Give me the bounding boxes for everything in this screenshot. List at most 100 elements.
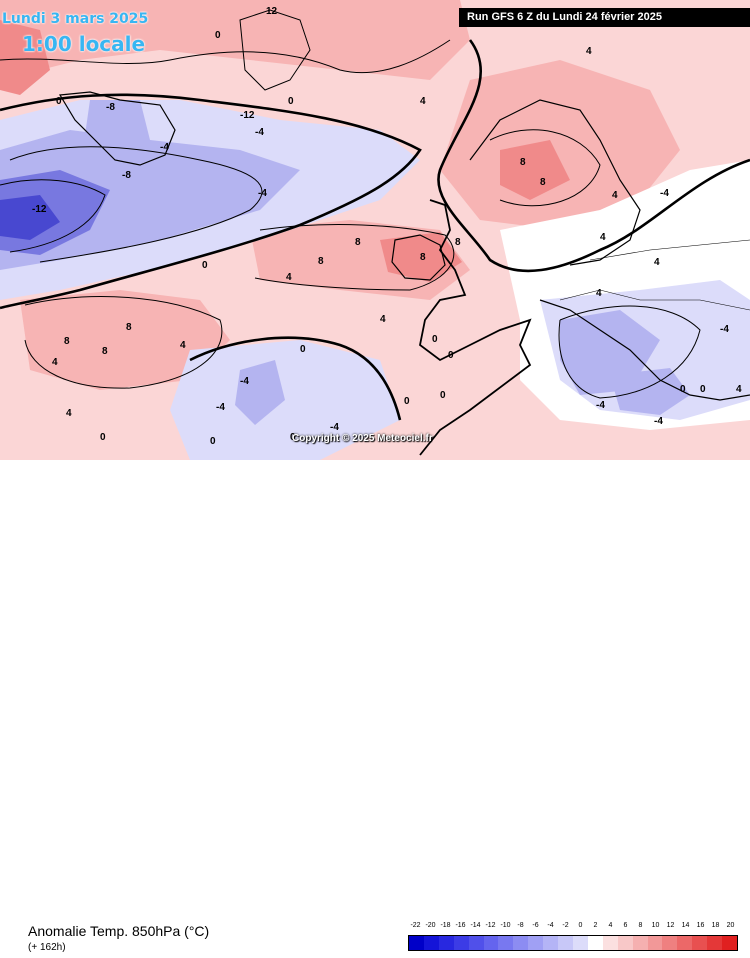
legend-tick-label: -22 [410, 922, 421, 929]
coastline-british-isles [391, 234, 446, 281]
legend-tick-label: 8 [638, 922, 643, 929]
legend-tick-label: 2 [593, 922, 598, 929]
legend-swatch [572, 936, 588, 950]
legend-swatch [483, 936, 499, 950]
contour-label: -4 [255, 127, 264, 138]
border-lines-east [589, 239, 750, 261]
map-footer: Anomalie Temp. 850hPa (°C) (+ 162h) -22-… [0, 460, 750, 953]
legend-tick-label: -6 [532, 922, 539, 929]
coastline-arctic-islands [239, 9, 311, 91]
warm-spot-northwest [0, 20, 50, 95]
legend-swatch [662, 936, 678, 950]
copyright-text: Copyright © 2025 Meteociel.fr [292, 433, 433, 444]
legend-swatch [438, 936, 454, 950]
cold-region-greenland [85, 100, 150, 160]
legend-swatch [587, 936, 603, 950]
legend-swatch [513, 936, 529, 950]
legend-tick-label: 20 [726, 922, 735, 929]
legend-tick-label: 18 [711, 922, 720, 929]
contour-label: -4 [216, 402, 225, 413]
contour-label: 0 [440, 390, 446, 401]
contour-label: 4 [612, 190, 618, 201]
legend-tick-label: -10 [500, 922, 511, 929]
legend-swatch [528, 936, 544, 950]
legend-swatch [409, 936, 424, 950]
contour-label: 0 [700, 384, 706, 395]
contour-label: 4 [380, 314, 386, 325]
warm-spot-uk [380, 232, 462, 282]
warm-region-north [0, 0, 470, 80]
coastline-balkans [539, 299, 750, 401]
contour-label: -4 [660, 188, 669, 199]
contour-label: 0 [404, 396, 410, 407]
warm-region-scandinavia [440, 60, 680, 230]
warm-region-southwest [20, 290, 230, 390]
contour-plus4-southwest [24, 296, 223, 389]
legend-swatch [617, 936, 633, 950]
legend-tick-label: 4 [608, 922, 613, 929]
contour-label: 0 [56, 96, 62, 107]
contour-plus4-north [0, 39, 451, 74]
contour-label: -12 [32, 204, 47, 215]
legend-tick-label: -14 [470, 922, 481, 929]
legend-tick-label: 0 [578, 922, 583, 929]
contour-label: 0 [448, 350, 454, 361]
contour-label: 4 [52, 357, 58, 368]
legend-swatch [677, 936, 693, 950]
legend-swatch [602, 936, 618, 950]
contour-plus4-atlantic [254, 224, 455, 291]
contour-minus4 [9, 146, 263, 263]
cold-region-core [0, 195, 60, 240]
legend-swatch [423, 936, 439, 950]
zero-contour-south [189, 336, 402, 421]
zero-contour-atlantic [0, 93, 422, 310]
legend-tick-label: -18 [440, 922, 451, 929]
legend-tick-label: -4 [547, 922, 554, 929]
legend-tick-label: -16 [455, 922, 466, 929]
contour-label: 0 [300, 344, 306, 355]
contour-label: 0 [210, 436, 216, 447]
legend-swatch [498, 936, 514, 950]
contour-label: 0 [432, 334, 438, 345]
legend-tick-label: -12 [485, 922, 496, 929]
legend-swatch [558, 936, 573, 950]
legend-tick-label: -20 [425, 922, 436, 929]
contour-label: 8 [355, 237, 361, 248]
color-scale-legend: -22 -20 -18 -16 -14 -12 -10 -8 -6 -4 -2 0 2 4 6 8 10 12 14… [404, 922, 744, 958]
contour-label: 8 [102, 346, 108, 357]
contour-label: -4 [330, 422, 339, 433]
contour-label: 8 [540, 177, 546, 188]
contour-minus4-balkans [558, 305, 701, 399]
contour-label: 4 [654, 257, 660, 268]
contour-label: 4 [420, 96, 426, 107]
legend-tick-label: 14 [681, 922, 690, 929]
contour-label: -4 [258, 188, 267, 199]
contour-label: -4 [160, 142, 169, 153]
contour-label: 8 [318, 256, 324, 267]
contour-label: 0 [100, 432, 106, 443]
contour-label: -12 [240, 110, 255, 121]
contour-label: 12 [266, 6, 278, 17]
legend-tick-label: -8 [517, 922, 524, 929]
legend-tick-label: 16 [696, 922, 705, 929]
coastline-scandinavia [469, 99, 641, 266]
contour-label: -4 [240, 376, 249, 387]
contour-label: 0 [288, 96, 294, 107]
legend-swatch [632, 936, 648, 950]
temperature-anomaly-map[interactable]: 12 0 0 -8 -12 -4 -4 0 -4 0 -8 -12 4 4 4 … [0, 0, 750, 460]
contour-label: -8 [106, 102, 115, 113]
contour-label: 0 [680, 384, 686, 395]
cold-region-greece [610, 368, 690, 415]
forecast-time-label: 1:00 locale [22, 32, 146, 56]
model-run-label: Run GFS 6 Z du Lundi 24 février 2025 [459, 8, 750, 27]
legend-tick-label: 12 [666, 922, 675, 929]
contour-label: 8 [126, 322, 132, 333]
contour-label: 4 [286, 272, 292, 283]
parameter-label: Anomalie Temp. 850hPa (°C) [28, 923, 210, 939]
map-canvas: 12 0 0 -8 -12 -4 -4 0 -4 0 -8 -12 4 4 4 … [0, 0, 750, 460]
contour-label: -4 [654, 416, 663, 427]
legend-tick-label: 10 [651, 922, 660, 929]
forecast-date-label: Lundi 3 mars 2025 [2, 11, 149, 27]
contour-label: 8 [520, 157, 526, 168]
contour-label: 8 [420, 252, 426, 263]
